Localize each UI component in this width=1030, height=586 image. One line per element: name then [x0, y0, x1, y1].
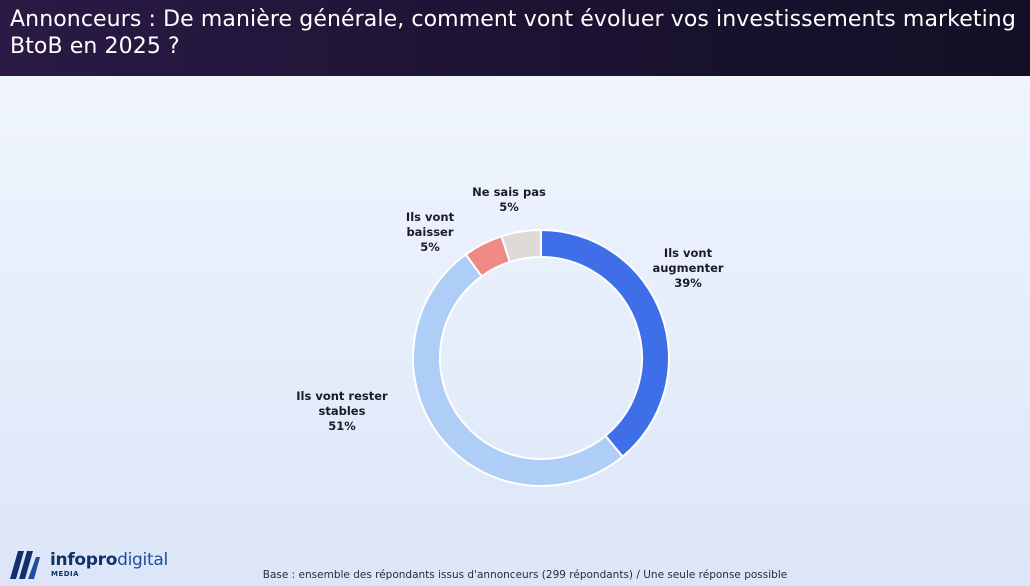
logo-sub: MEDIA	[51, 570, 80, 578]
slice-ne-sais-pas	[500, 228, 542, 264]
label-ne-sais-pas: Ne sais pas 5%	[472, 185, 546, 214]
infopro-digital-logo: infoprodigital MEDIA	[10, 549, 170, 579]
page-title: Annonceurs : De manière générale, commen…	[10, 7, 1016, 59]
label-ils-vont-rester-stables: Ils vont rester stables 51%	[296, 389, 388, 433]
logo-wordmark: infoprodigital	[50, 550, 168, 570]
donut-labels: Ils vont augmenter 39% Ils vont rester stabl…	[296, 185, 724, 433]
logo-brand-bold: infopro	[50, 550, 118, 570]
label-ils-vont-augmenter: Ils vont augmenter 39%	[652, 246, 723, 290]
logo-brand-light: digital	[117, 550, 168, 570]
label-ils-vont-baisser: Ils vont baisser 5%	[406, 210, 455, 254]
title-banner: Annonceurs : De manière générale, commen…	[0, 0, 1030, 76]
base-footnote: Base : ensemble des répondants issus d'a…	[262, 569, 788, 581]
logo-mark-icon	[10, 551, 40, 579]
slice-ils-vont-rester-stables	[412, 253, 624, 487]
donut-slices	[412, 228, 670, 487]
slice-ils-vont-augmenter	[540, 228, 670, 459]
